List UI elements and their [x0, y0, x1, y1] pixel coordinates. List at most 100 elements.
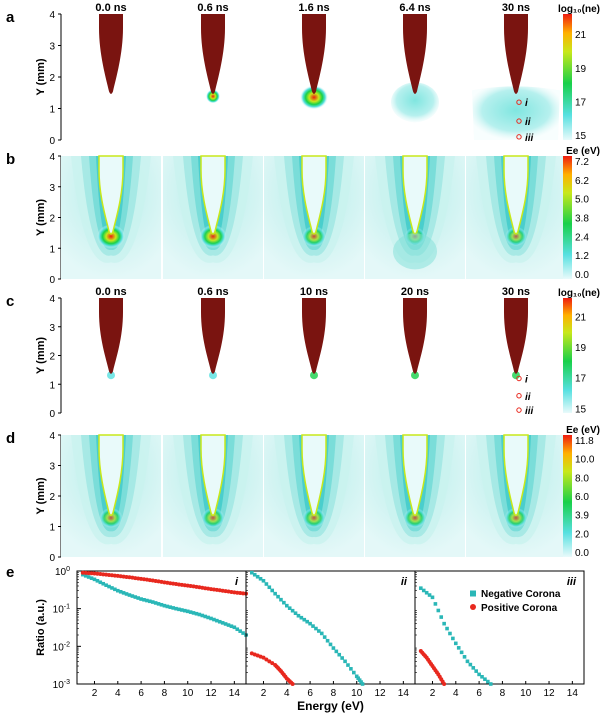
colorbar-tick: 11.8 — [575, 436, 594, 447]
negative-corona-point — [95, 579, 100, 583]
density-glow — [310, 371, 318, 380]
negative-corona-point — [480, 674, 484, 679]
y-axis-label: Y (mm) — [35, 199, 47, 236]
electrode-needle — [403, 14, 427, 94]
negative-corona-point — [488, 682, 493, 686]
electrode-region — [200, 434, 226, 517]
electrode-region — [402, 434, 428, 517]
negative-corona-point — [136, 596, 140, 600]
y-tick-label: 10-2 — [53, 641, 70, 653]
negative-corona-point — [124, 592, 129, 596]
positive-corona-point — [214, 587, 219, 592]
density-glow — [411, 371, 419, 380]
positive-corona-point — [182, 583, 187, 588]
positive-corona-point — [235, 590, 240, 595]
y-tick-label: 1 — [49, 523, 55, 534]
positive-corona-point — [442, 682, 447, 686]
electrode-needle — [201, 14, 225, 94]
y-tick-label: 0 — [49, 553, 55, 564]
positive-corona-point — [98, 572, 103, 577]
negative-corona-point — [287, 606, 292, 610]
positive-corona-point — [232, 590, 237, 595]
panel-letter: a — [6, 9, 15, 26]
density-glow — [107, 371, 115, 380]
negative-corona-point — [471, 666, 476, 670]
negative-corona-point — [264, 582, 269, 586]
colorbar-title: Ee (eV) — [566, 425, 600, 436]
panel-letter: d — [6, 430, 15, 447]
legend-negative-marker — [470, 590, 476, 597]
subplot-frame — [245, 570, 416, 685]
subplot-frame — [414, 570, 585, 685]
colorbar — [563, 435, 572, 557]
negative-corona-point — [194, 611, 199, 616]
colorbar — [563, 14, 572, 140]
x-tick-label: 10 — [520, 688, 532, 699]
legend-negative-label: Negative Corona — [481, 589, 561, 600]
positive-corona-point — [142, 577, 147, 582]
negative-corona-point — [148, 599, 152, 604]
negative-corona-point — [445, 626, 449, 631]
electrode-region — [98, 155, 124, 235]
negative-corona-point — [86, 575, 91, 579]
colorbar-tick: 7.2 — [575, 157, 589, 168]
colorbar-title: Ee (eV) — [566, 146, 600, 157]
negative-corona-point — [101, 581, 106, 586]
probe-marker — [516, 134, 522, 140]
negative-corona-point — [133, 595, 138, 599]
negative-corona-point — [174, 606, 178, 611]
positive-corona-point — [115, 573, 120, 578]
y-tick-label: 2 — [49, 492, 55, 503]
negative-corona-point — [153, 601, 158, 605]
x-tick-label: 12 — [205, 688, 217, 699]
x-tick-label: 6 — [138, 688, 144, 699]
positive-corona-point — [130, 575, 135, 580]
negative-corona-point — [145, 598, 149, 603]
x-tick-label: 4 — [453, 688, 459, 699]
tip-field-glow — [505, 226, 527, 247]
positive-corona-point — [290, 682, 295, 686]
positive-corona-point — [83, 570, 88, 575]
negative-corona-point — [261, 578, 266, 583]
colorbar-tick: 1.2 — [575, 251, 589, 262]
time-label: 0.0 ns — [95, 286, 126, 298]
x-tick-label: 12 — [543, 688, 555, 699]
colorbar-tick: 19 — [575, 343, 587, 354]
tip-field-glow — [99, 507, 123, 528]
panel-b: b Y (mm) 0 1 2 3 4 Ee (eV)7.2 6.2 5.0 3.8 2.4 1.2 0.0 — [6, 146, 600, 286]
time-label: 6.4 ns — [399, 2, 430, 14]
negative-corona-point — [349, 667, 353, 671]
negative-corona-point — [98, 580, 103, 585]
colorbar-title: log₁₀(ne) — [558, 288, 600, 299]
y-tick-label: 100 — [55, 566, 70, 578]
positive-corona-point — [101, 572, 106, 577]
negative-corona-point — [258, 576, 263, 581]
negative-corona-point — [430, 595, 435, 600]
negative-corona-point — [162, 603, 167, 608]
negative-corona-point — [150, 600, 155, 604]
negative-corona-point — [442, 621, 446, 626]
x-tick-label: 2 — [92, 688, 98, 699]
time-label: 0.0 ns — [95, 2, 126, 14]
tip-field-glow — [302, 507, 326, 528]
negative-corona-point — [319, 631, 324, 636]
colorbar-tick: 5.0 — [575, 195, 589, 206]
negative-corona-point — [235, 627, 240, 632]
y-tick-label: 1 — [49, 105, 55, 116]
y-axis-label: Ratio (a.u.) — [35, 599, 47, 656]
positive-corona-point — [109, 573, 114, 578]
colorbar-tick: 21 — [575, 30, 587, 41]
colorbar-tick: 10.0 — [575, 455, 595, 466]
negative-corona-point — [451, 636, 455, 641]
colorbar-tick: 0.0 — [575, 548, 589, 559]
positive-corona-point — [238, 591, 243, 596]
x-tick-label: 2 — [430, 688, 436, 699]
negative-corona-point — [188, 610, 193, 614]
positive-corona-point — [133, 576, 138, 581]
negative-corona-point — [328, 642, 333, 647]
density-glow — [209, 371, 217, 380]
negative-corona-point — [462, 655, 467, 659]
positive-corona-point — [241, 591, 246, 596]
colorbar-tick: 17 — [575, 97, 587, 108]
